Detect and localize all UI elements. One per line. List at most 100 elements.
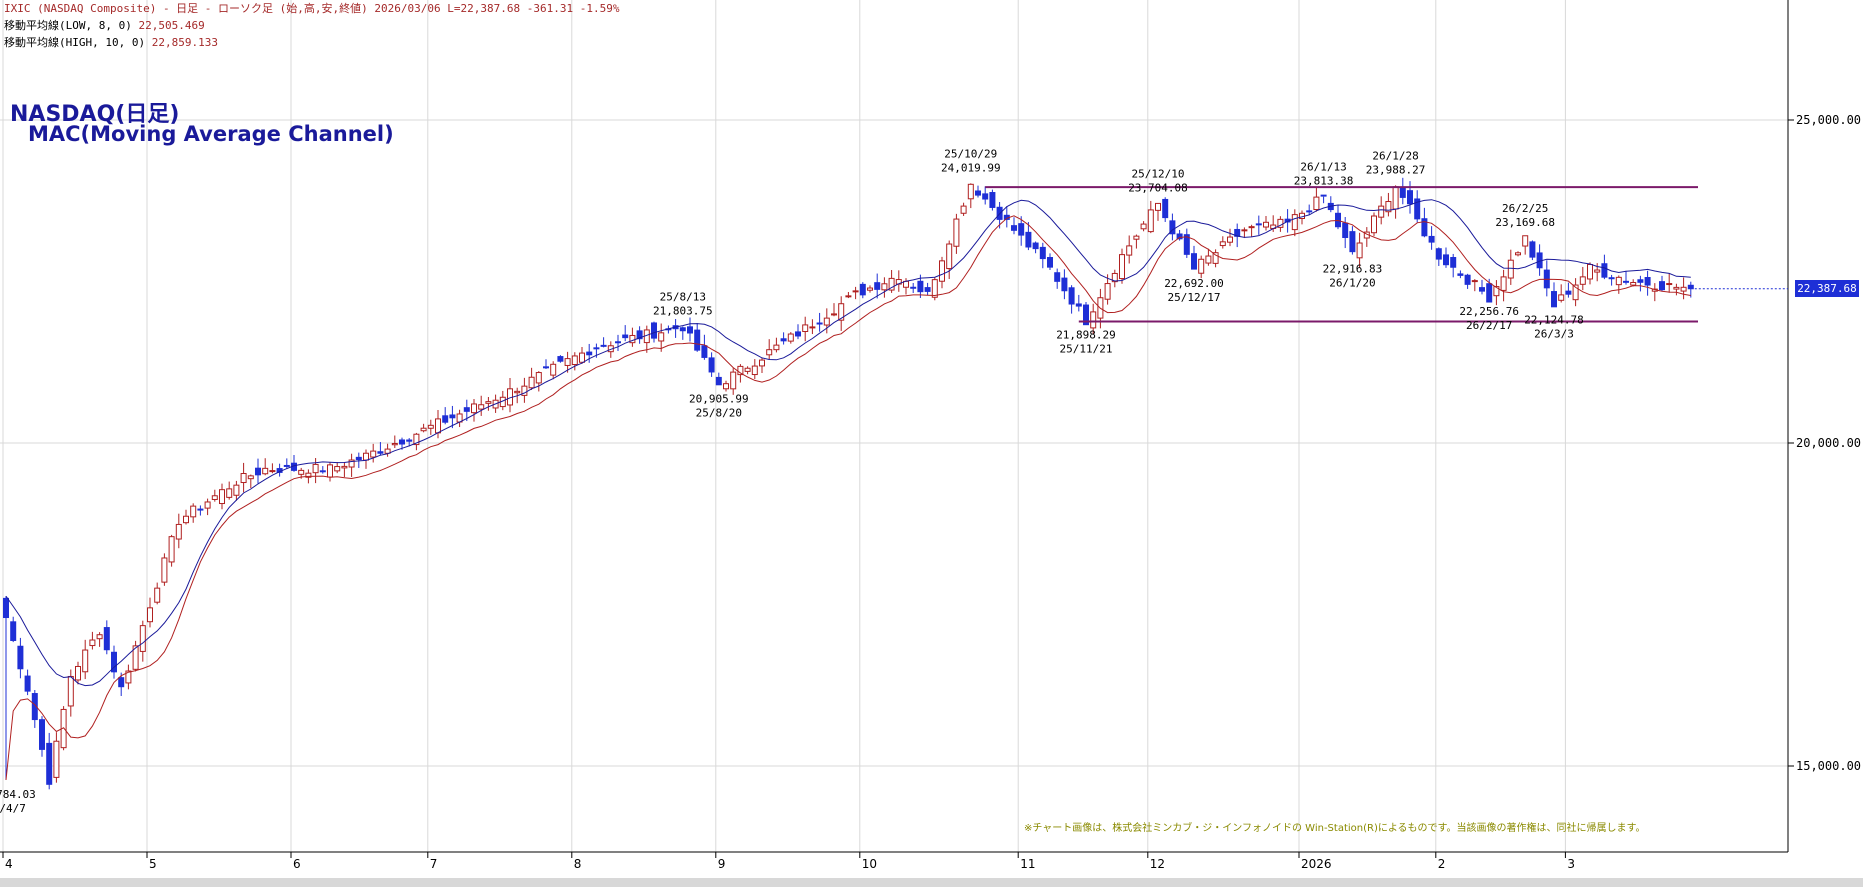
candle-body <box>622 334 629 339</box>
candle-body <box>183 515 189 524</box>
candle-body <box>1579 276 1586 285</box>
channel-lines <box>985 186 1788 323</box>
candle-body <box>809 326 816 329</box>
candle-body <box>413 433 420 446</box>
candle-body <box>802 324 809 332</box>
candle-body <box>1608 277 1615 280</box>
candle-body <box>132 645 139 670</box>
candle-body <box>1248 226 1255 229</box>
candle-body <box>427 424 434 429</box>
chart-title: NASDAQ(日足) <box>10 102 180 127</box>
candle-body <box>1428 235 1435 243</box>
candle-body <box>1342 222 1349 239</box>
candle-body <box>989 192 996 208</box>
candle-body <box>823 317 830 326</box>
x-tick-label: 8 <box>574 857 582 871</box>
candle-body <box>1687 284 1694 290</box>
candle-body <box>1623 280 1629 283</box>
candle-body <box>982 193 989 200</box>
candle-body <box>204 501 211 509</box>
candle-body <box>67 675 74 707</box>
x-tick-label: 7 <box>430 857 438 871</box>
pivot-label: 22,692.00 <box>1164 277 1224 290</box>
candle-body <box>1637 279 1644 283</box>
candle-body <box>17 645 24 670</box>
pivot-label: 23,813.38 <box>1294 175 1354 188</box>
candle-body <box>1392 186 1399 210</box>
candle-body <box>471 403 477 414</box>
pivot-label: 21,898.29 <box>1056 328 1116 341</box>
candle-body <box>240 473 247 484</box>
pivot-label: 24,019.99 <box>941 161 1001 174</box>
candle-body <box>262 467 269 475</box>
pivot-label: 26/1/13 <box>1300 161 1346 174</box>
candle-body <box>1507 259 1514 279</box>
pivot-label: 25/12/10 <box>1132 168 1185 181</box>
candle-body <box>600 344 607 347</box>
pivot-label: 26/1/20 <box>1329 277 1375 290</box>
candle-body <box>1457 273 1464 276</box>
candle-body <box>845 295 852 298</box>
candle-body <box>226 488 233 498</box>
x-tick-label: 2 <box>1438 857 1446 871</box>
candle-body <box>543 366 549 369</box>
candle-body <box>10 621 17 641</box>
candle-body <box>1191 253 1197 270</box>
candle-body <box>391 443 398 446</box>
candle-body <box>478 404 485 410</box>
pivot-label: 25/8/13 <box>660 290 706 303</box>
candle-body <box>1435 248 1442 260</box>
candle-body <box>1090 311 1097 329</box>
candle-body <box>1047 257 1053 268</box>
candle-body <box>816 322 823 325</box>
candle-body <box>233 484 240 496</box>
candle-body <box>211 495 218 500</box>
candle-body <box>24 675 31 692</box>
candle-body <box>1241 229 1248 232</box>
candle-body <box>348 459 355 468</box>
horizontal-scrollbar[interactable] <box>0 878 1863 887</box>
candle-body <box>571 355 578 366</box>
pivot-label: 25/11/21 <box>1060 342 1113 355</box>
candle-body <box>780 338 787 342</box>
candle-body <box>1644 277 1651 286</box>
x-tick-label: 2026 <box>1301 857 1332 871</box>
candle-body <box>917 280 924 293</box>
ma-high-line <box>5 199 1691 687</box>
candle-body <box>615 341 621 344</box>
x-tick-label: 5 <box>149 857 157 871</box>
candle-body <box>787 333 794 342</box>
candle-body <box>1054 272 1061 282</box>
pivot-label: 23,704.08 <box>1128 182 1188 195</box>
candle-body <box>766 349 773 356</box>
x-tick-label: 10 <box>862 857 877 871</box>
candle-body <box>82 649 89 673</box>
pivot-label: 26/2/25 <box>1502 202 1548 215</box>
ma-high-label: 移動平均線(HIGH, 10, 0) <box>4 36 146 49</box>
candle-body <box>168 536 175 563</box>
candle-body <box>463 407 470 412</box>
candle-body <box>1075 303 1082 307</box>
candle-body <box>1421 218 1428 237</box>
candle-body <box>247 475 254 480</box>
candle-body <box>341 465 348 469</box>
chart-subtitle: MAC(Moving Average Channel) <box>28 122 394 146</box>
candle-body <box>1587 264 1593 280</box>
candle-body <box>1565 290 1572 295</box>
candle-body <box>881 283 888 291</box>
candle-body <box>1255 223 1262 226</box>
candle-body <box>139 625 146 652</box>
candle-body <box>190 505 197 518</box>
candle-body <box>377 451 384 454</box>
pivot-label: 26/2/17 <box>1466 319 1512 332</box>
candle-body <box>1198 258 1205 274</box>
candle-body <box>1306 210 1313 213</box>
pivot-label: 23,169.68 <box>1495 216 1555 229</box>
candle-body <box>859 283 866 296</box>
y-tick-label: 25,000.00 <box>1796 113 1861 127</box>
x-tick-label: 6 <box>293 857 301 871</box>
ma-high-legend: 移動平均線(HIGH, 10, 0) 22,859.133 <box>4 36 218 50</box>
ma-low-legend: 移動平均線(LOW, 8, 0) 22,505.469 <box>4 19 205 33</box>
x-tick-label: 3 <box>1567 857 1575 871</box>
pivot-label: 22,916.83 <box>1323 263 1383 276</box>
